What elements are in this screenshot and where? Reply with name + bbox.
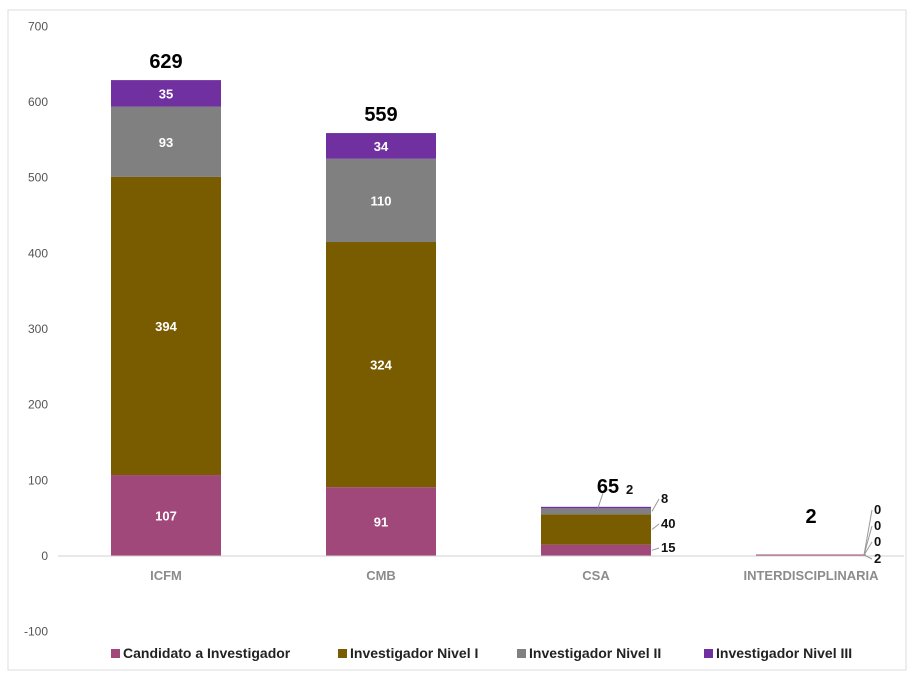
total-label: 559 — [364, 104, 397, 126]
data-label: 2 — [874, 551, 881, 566]
legend-label: Investigador Nivel II — [529, 645, 661, 661]
leader-line — [597, 489, 605, 508]
category-label: CSA — [582, 568, 610, 583]
leader-line — [651, 498, 660, 512]
data-label: 0 — [874, 502, 881, 517]
legend: Candidato a Investigador Investigador Niv… — [111, 645, 852, 661]
data-label: 394 — [155, 319, 177, 334]
bar-segment — [111, 176, 221, 476]
bar-segment — [541, 514, 651, 545]
legend-swatch — [111, 649, 120, 658]
y-tick-label: 600 — [28, 95, 48, 109]
data-label: 324 — [370, 358, 392, 373]
data-label: 35 — [159, 86, 173, 101]
bar-segment — [541, 508, 651, 515]
y-tick-label: -100 — [24, 625, 48, 639]
bar-segment — [111, 475, 221, 556]
leader-line — [863, 541, 873, 556]
data-label: 34 — [374, 139, 389, 154]
y-tick-label: 300 — [28, 322, 48, 336]
y-tick-label: 100 — [28, 473, 48, 487]
bar-segment — [756, 554, 866, 556]
bar-segment — [326, 158, 436, 243]
bar-segment — [326, 242, 436, 488]
category-label: INTERDISCIPLINARIA — [743, 568, 879, 583]
legend-label: Investigador Nivel III — [716, 645, 852, 661]
bar-segment — [326, 133, 436, 159]
bar-segment — [541, 544, 651, 556]
data-label: 0 — [874, 534, 881, 549]
data-label: 15 — [661, 540, 675, 555]
category-label: ICFM — [150, 568, 182, 583]
total-label: 2 — [805, 506, 816, 528]
y-tick-label: 500 — [28, 171, 48, 185]
legend-label: Investigador Nivel I — [350, 645, 478, 661]
category-label: CMB — [366, 568, 396, 583]
total-label: 629 — [149, 51, 182, 73]
data-label: 8 — [661, 491, 668, 506]
data-label: 110 — [371, 193, 392, 208]
legend-swatch — [517, 649, 526, 658]
chart-frame — [7, 9, 907, 671]
data-label: 2 — [626, 482, 633, 497]
y-tick-label: 200 — [28, 398, 48, 412]
leader-line — [651, 523, 660, 530]
legend-swatch — [338, 649, 347, 658]
data-label: 0 — [874, 518, 881, 533]
data-label: 93 — [159, 135, 173, 150]
data-label: 40 — [661, 516, 675, 531]
legend-swatch — [704, 649, 713, 658]
x-axis: ICFM CMB CSA INTERDISCIPLINARIA — [150, 568, 879, 583]
bar-segment — [541, 506, 651, 509]
legend-label: Candidato a Investigador — [123, 645, 291, 661]
y-tick-label: 700 — [28, 19, 48, 33]
y-axis: -100 0 100 200 300 400 500 600 700 — [24, 19, 48, 638]
bar-segment — [111, 106, 221, 177]
data-label: 107 — [155, 509, 177, 524]
y-tick-label: 400 — [28, 246, 48, 260]
bar-segment — [111, 80, 221, 107]
total-label: 65 — [597, 476, 619, 498]
leader-line — [863, 509, 873, 556]
y-tick-label: 0 — [41, 549, 48, 563]
data-label: 91 — [374, 515, 388, 530]
bars-group — [111, 80, 866, 556]
leader-line — [863, 554, 873, 560]
bar-segment — [326, 487, 436, 556]
leader-line — [651, 547, 660, 551]
